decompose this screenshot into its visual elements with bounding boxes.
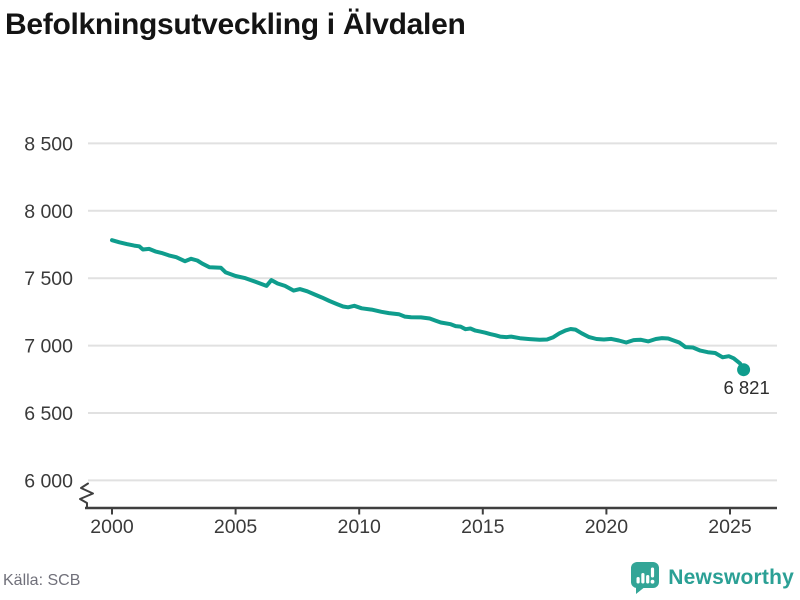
x-axis-label: 2005 <box>214 516 258 538</box>
source-label: Källa: SCB <box>3 572 81 589</box>
chart-title: Befolkningsutveckling i Älvdalen <box>5 8 466 41</box>
x-axis-label: 2010 <box>338 516 382 538</box>
y-axis-label: 8 500 <box>24 133 73 155</box>
population-line-chart: 6 000 6 500 7 000 7 500 8 000 8 500 2000 2005 20… <box>24 133 777 538</box>
y-axis-label: 7 000 <box>24 336 73 358</box>
y-axis-break-icon <box>79 482 94 508</box>
y-axis-label: 6 000 <box>24 470 73 492</box>
y-axis-label: 7 500 <box>24 268 73 290</box>
latest-point-marker <box>737 363 751 377</box>
x-axis-label: 2025 <box>708 516 752 538</box>
x-axis-label: 2015 <box>461 516 505 538</box>
population-line <box>110 238 746 372</box>
newsworthy-bar-chart-bubble-icon <box>631 562 660 594</box>
brand-name: Newsworthy <box>668 566 794 589</box>
newsworthy-logo: Newsworthy <box>630 561 794 595</box>
x-axis-label: 2000 <box>90 516 134 538</box>
x-axis-label: 2020 <box>585 516 629 538</box>
latest-value-label: 6 821 <box>723 377 769 398</box>
y-axis-label: 8 000 <box>24 201 73 223</box>
y-axis-label: 6 500 <box>24 403 73 425</box>
